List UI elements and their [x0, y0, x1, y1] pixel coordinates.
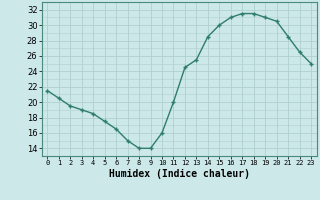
X-axis label: Humidex (Indice chaleur): Humidex (Indice chaleur)	[109, 169, 250, 179]
